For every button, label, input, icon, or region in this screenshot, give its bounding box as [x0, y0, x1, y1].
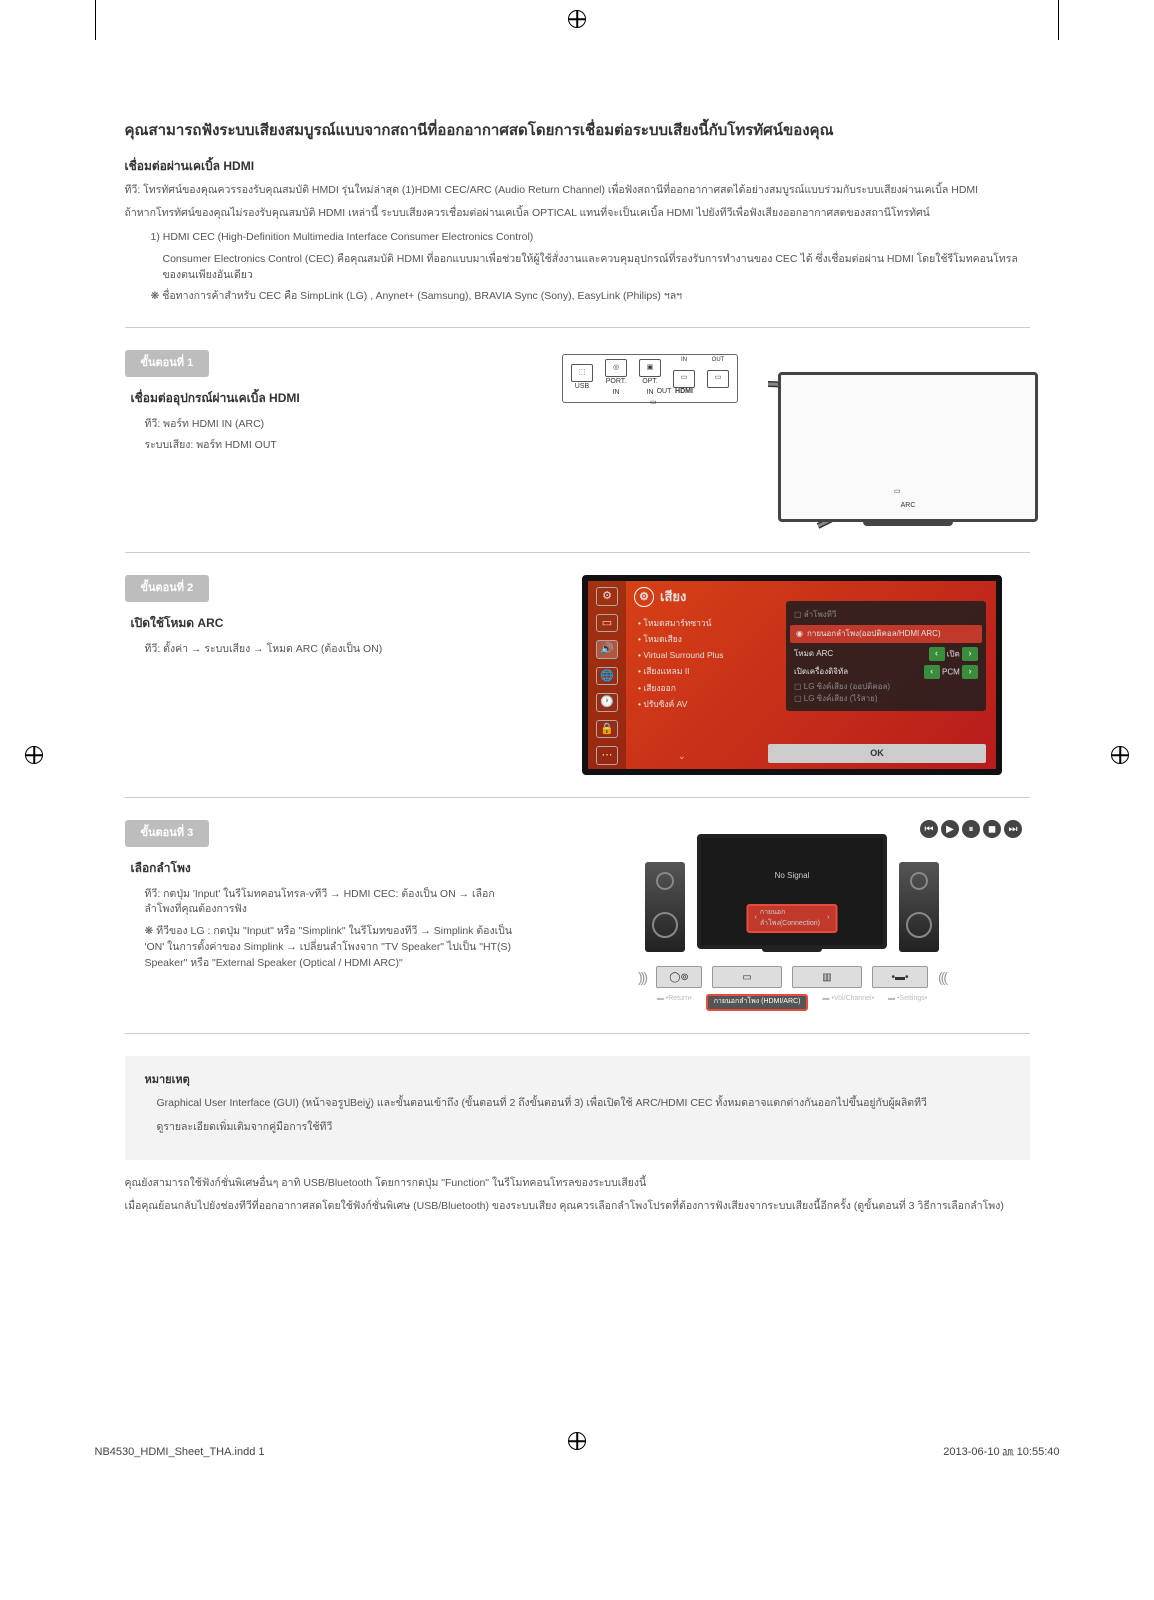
- notes-title: หมายเหตุ: [145, 1072, 1010, 1089]
- step-1: ขั้นตอนที่ 1 เชื่อมต่ออุปกรณ์ผ่านเคเบิ้ล…: [125, 350, 1030, 530]
- tv-menu-header: ⚙ เสียง: [634, 587, 686, 607]
- panel-highlight: ◉ กายนอกลำโพง(ออปติคอล/HDMI ARC): [790, 625, 982, 643]
- sound-icon: 🔊: [596, 640, 618, 659]
- note1-brands: ❋ ชื่อทางการค้าสำหรับ CEC คือ SimpLink (…: [151, 289, 1030, 305]
- registration-mark-top: [568, 10, 586, 28]
- time-icon: 🕐: [596, 693, 618, 712]
- tv-menu-panel: ▢ ลำโพงทีวี ◉ กายนอกลำโพง(ออปติคอล/HDMI …: [786, 601, 986, 711]
- network-icon: 🌐: [596, 667, 618, 686]
- step-3-tag: ขั้นตอนที่ 3: [125, 820, 210, 847]
- registration-mark-left: [25, 746, 43, 764]
- footer-right: 2013-06-10 ㏂ 10:55:40: [943, 1444, 1059, 1461]
- option-icon: ⋯: [596, 746, 618, 765]
- gear-icon: ⚙: [634, 587, 654, 607]
- connection-diagram: ⬚USB ◎PORT. IN ▣OPT. IN IN ▭ HDMI OUT ▭: [562, 354, 1022, 526]
- separator: [125, 797, 1030, 798]
- step-3: ขั้นตอนที่ 3 เลือกลำโพง ทีวี: กดปุ่ม 'In…: [125, 820, 1030, 1011]
- display-icon: ▭: [596, 614, 618, 633]
- step-1-tag: ขั้นตอนที่ 1: [125, 350, 210, 377]
- step1-line1: ทีวี: พอร์ท HDMI IN (ARC): [145, 417, 525, 433]
- highlighted-label: กายนอกลำโพง (HDMI/ARC): [706, 994, 809, 1011]
- control-icons: ⏮ ▶ ⏸ ◼ ⏭: [920, 820, 1022, 838]
- hdmi-in-icon: ▭: [673, 370, 695, 388]
- system-diagram: ⏮ ▶ ⏸ ◼ ⏭ No Signal ‹กายนอกลำโพง(Connect…: [562, 820, 1022, 1011]
- step1-line2: ระบบเสียง: พอร์ท HDMI OUT: [145, 438, 525, 454]
- separator: [125, 1033, 1030, 1034]
- play-icon: ▶: [941, 820, 959, 838]
- step-2-tag: ขั้นตอนที่ 2: [125, 575, 210, 602]
- tv-sidebar: ⚙ ▭ 🔊 🌐 🕐 🔒 ⋯ 🛠: [588, 581, 626, 769]
- tv-icon: ▭ ARC: [778, 372, 1038, 522]
- usb-port-icon: ⬚: [571, 364, 593, 382]
- label-row: ▬ •Return• กายนอกลำโพง (HDMI/ARC) ▬ •Vol…: [562, 994, 1022, 1011]
- page-title: คุณสามารถฟังระบบเสียงสมบูรณ์แบบจากสถานีท…: [125, 120, 1030, 143]
- step-1-title: เชื่อมต่ออุปกรณ์ผ่านเคเบิ้ล HDMI: [131, 389, 525, 407]
- post-notes: คุณยังสามารถใช้ฟังก์ชั่นพิเศษอื่นๆ อาทิ …: [125, 1176, 1030, 1216]
- separator: [125, 327, 1030, 328]
- post-p2: เมื่อคุณย้อนกลับไปยังช่องทีวีที่ออกอากาศ…: [125, 1199, 1030, 1215]
- chevron-right-icon[interactable]: ›: [962, 665, 978, 679]
- footer: NB4530_HDMI_Sheet_THA.indd 1 2013-06-10 …: [95, 1444, 1060, 1461]
- footer-left: NB4530_HDMI_Sheet_THA.indd 1: [95, 1444, 265, 1461]
- step-2-title: เปิดใช้โหมด ARC: [131, 614, 525, 632]
- forward-icon: ⏭: [1004, 820, 1022, 838]
- step-3-title: เลือกลำโพง: [131, 859, 525, 877]
- intro-p2: ถ้าหากโทรทัศน์ของคุณไม่รองรับคุณสมบัติ H…: [125, 206, 1030, 222]
- registration-mark-right: [1111, 746, 1129, 764]
- chevron-left-icon[interactable]: ‹: [929, 647, 945, 661]
- speaker-left-icon: [645, 862, 685, 952]
- stop-icon: ◼: [983, 820, 1001, 838]
- tv-menu-screenshot: ⚙ ▭ 🔊 🌐 🕐 🔒 ⋯ 🛠 ⚙ เสียง • โหมดสมาร์ทซาวน…: [582, 575, 1002, 775]
- speaker-right-icon: [899, 862, 939, 952]
- ok-button[interactable]: OK: [768, 744, 986, 764]
- intro-text: ทีวี: โทรทัศน์ของคุณควรรองรับคุณสมบัติ H…: [125, 183, 1030, 306]
- notes-p1: Graphical User Interface (GUI) (หน้าจอรู…: [145, 1096, 1010, 1112]
- post-p1: คุณยังสามารถใช้ฟังก์ชั่นพิเศษอื่นๆ อาทิ …: [125, 1176, 1030, 1192]
- notes-box: หมายเหตุ Graphical User Interface (GUI) …: [125, 1056, 1030, 1160]
- rewind-icon: ⏮: [920, 820, 938, 838]
- selection-highlight: ‹กายนอกลำโพง(Connection)›: [747, 904, 838, 933]
- port-in-icon: ◎: [605, 359, 627, 377]
- tv-menu-list: • โหมดสมาร์ทซาวน์ • โหมดเสียง • Virtual …: [638, 615, 724, 712]
- step3-body2: ❋ ทีวีของ LG : กดปุ่ม "Input" หรือ "Simp…: [145, 924, 525, 971]
- opt-in-icon: ▣: [639, 359, 661, 377]
- note1-body: Consumer Electronics Control (CEC) คือคุ…: [151, 252, 1030, 284]
- step-2: ขั้นตอนที่ 2 เปิดใช้โหมด ARC ทีวี: ตั้งค…: [125, 575, 1030, 775]
- support-icon: 🛠: [596, 773, 618, 776]
- step3-body1: ทีวี: กดปุ่ม 'Input' ในรีโมทคอนโทรล-vทีว…: [145, 887, 525, 919]
- subwoofer-icon: ◯⊚: [656, 966, 702, 988]
- tv-small-icon: No Signal ‹กายนอกลำโพง(Connection)›: [697, 834, 887, 949]
- sound-wave-icon: ))): [638, 967, 646, 988]
- gear-icon: ⚙: [596, 587, 618, 606]
- receiver-icon: ▥: [792, 966, 862, 988]
- out-label: OUT ▭: [650, 387, 678, 412]
- player-icon: ▭: [712, 966, 782, 988]
- sound-wave-icon: (((: [938, 967, 946, 988]
- section-connect-hdmi: เชื่อมต่อผ่านเคเบิ้ล HDMI: [125, 157, 1030, 175]
- lock-icon: 🔒: [596, 720, 618, 739]
- chevron-right-icon[interactable]: ›: [962, 647, 978, 661]
- soundbar-icon: •▬•: [872, 966, 928, 988]
- notes-p2: ดูรายละเอียดเพิ่มเติมจากคู่มือการใช้ทีวี: [145, 1120, 1010, 1136]
- note1-head: 1) HDMI CEC (High-Definition Multimedia …: [151, 230, 1030, 246]
- chevron-left-icon[interactable]: ‹: [924, 665, 940, 679]
- intro-p1: ทีวี: โทรทัศน์ของคุณควรรองรับคุณสมบัติ H…: [125, 183, 1030, 199]
- step2-body: ทีวี: ตั้งค่า → ระบบเสียง → โหมด ARC (ต้…: [145, 642, 525, 658]
- pause-icon: ⏸: [962, 820, 980, 838]
